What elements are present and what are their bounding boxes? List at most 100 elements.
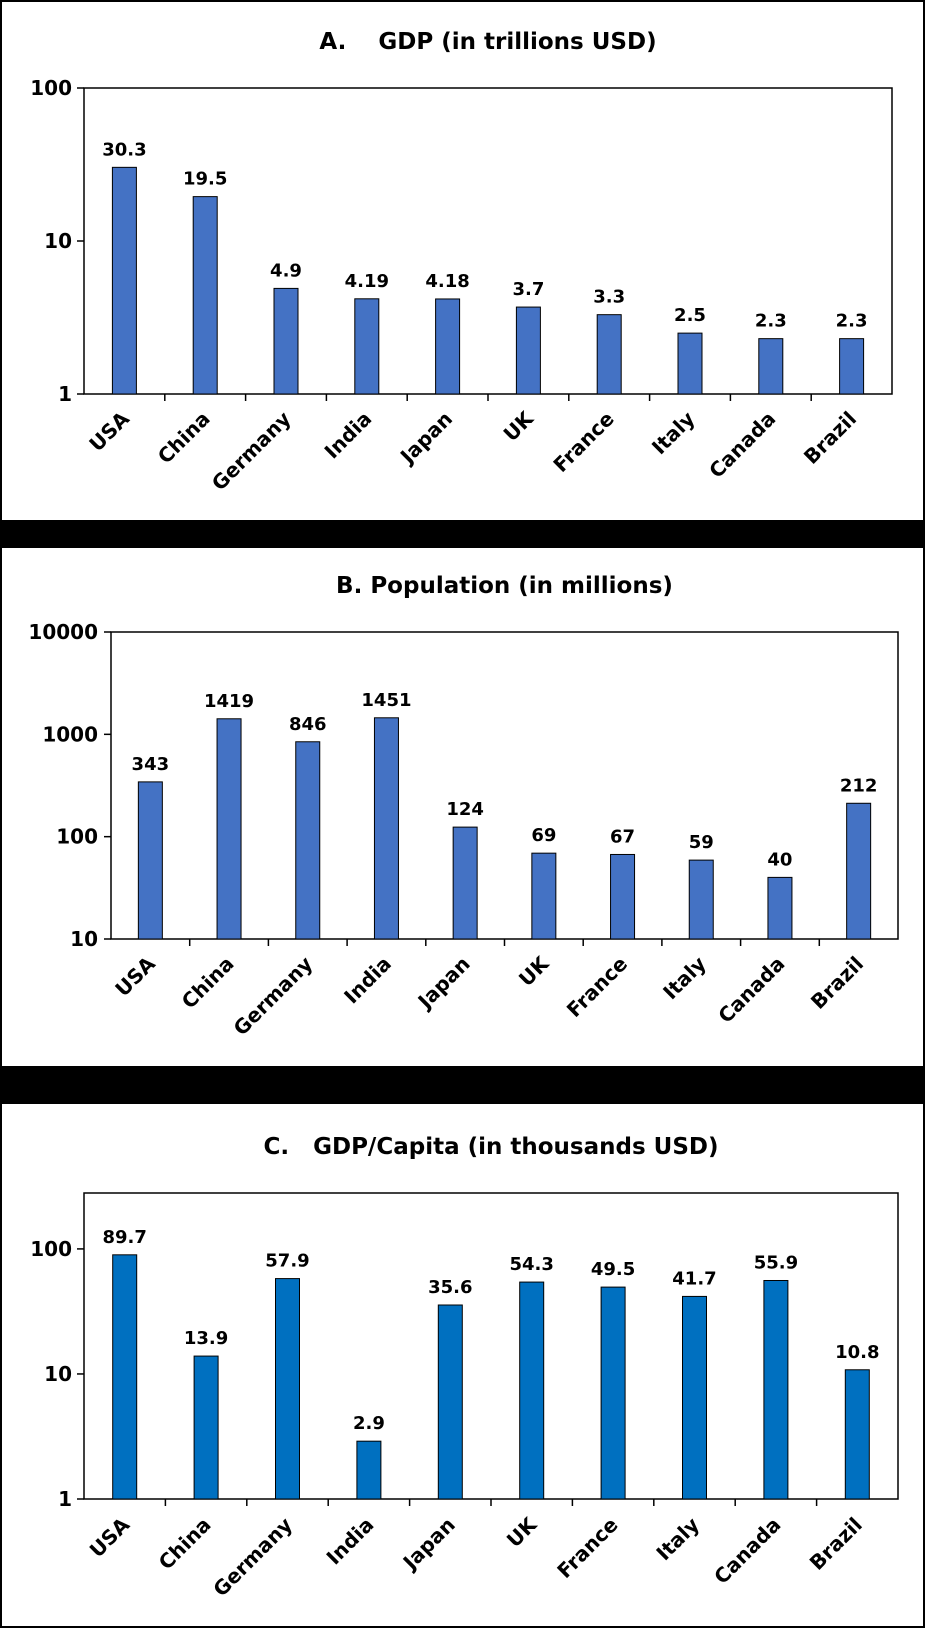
category-label-canada: Canada	[704, 407, 780, 483]
data-label-germany: 846	[289, 714, 327, 735]
data-label-france: 67	[610, 826, 635, 847]
bar-japan	[435, 298, 461, 395]
bar-usa	[111, 166, 137, 395]
category-label-india: India	[320, 407, 377, 464]
chart-population: B. Population (in millions) 10 100 1000 1000…	[28, 573, 899, 1041]
bar-japan	[437, 1304, 463, 1500]
bar-italy	[688, 859, 714, 940]
bar-uk	[531, 852, 557, 940]
category-label-china: China	[177, 952, 239, 1014]
bar-germany	[273, 287, 299, 395]
category-label-italy: Italy	[651, 1513, 704, 1566]
category-label-france: France	[552, 1513, 622, 1583]
data-label-china: 13.9	[184, 1328, 228, 1349]
category-label-germany: Germany	[207, 407, 296, 496]
data-label-canada: 40	[767, 849, 792, 870]
chart-gdp-per-capita: C. GDP/Capita (in thousands USD) 1 10 100 89…	[30, 1134, 899, 1602]
chart-title-gdp: A. GDP (in trillions USD)	[319, 29, 656, 55]
category-label-usa: USA	[110, 951, 160, 1001]
y-tick-label: 10	[70, 927, 98, 951]
bar-japan	[452, 826, 478, 940]
data-label-india: 1451	[361, 690, 411, 711]
bar-usa	[137, 781, 163, 940]
bar-china	[193, 1355, 219, 1500]
data-label-italy: 59	[689, 832, 714, 853]
bar-usa	[112, 1254, 138, 1500]
bar-india	[354, 298, 380, 395]
data-label-india: 2.9	[353, 1413, 385, 1434]
bar-canada	[767, 876, 793, 940]
panel-gdp-per-capita: C. GDP/Capita (in thousands USD) 1 10 100 89…	[2, 1104, 923, 1626]
category-label-japan: Japan	[412, 952, 475, 1015]
data-label-usa: 343	[132, 754, 170, 775]
category-label-italy: Italy	[647, 407, 700, 460]
data-label-india: 4.19	[345, 271, 389, 292]
data-label-uk: 54.3	[509, 1254, 553, 1275]
category-label-uk: UK	[502, 1512, 542, 1552]
data-label-brazil: 10.8	[835, 1342, 879, 1363]
bar-uk	[519, 1281, 545, 1500]
chart-title-population: B. Population (in millions)	[336, 573, 673, 599]
bar-canada	[763, 1279, 789, 1500]
data-label-brazil: 2.3	[836, 311, 868, 332]
data-label-japan: 124	[446, 799, 484, 820]
bar-brazil	[844, 1369, 870, 1500]
chart-title-gdp-per-capita: C. GDP/Capita (in thousands USD)	[263, 1134, 718, 1160]
bar-china	[192, 196, 218, 395]
y-tick-label: 10000	[28, 620, 98, 644]
category-label-japan: Japan	[397, 1513, 460, 1576]
bar-india	[356, 1440, 382, 1500]
data-label-china: 19.5	[183, 169, 227, 190]
category-label-china: China	[153, 407, 215, 469]
bar-france	[610, 853, 636, 940]
bar-china	[216, 718, 242, 940]
y-tick-label: 1000	[42, 722, 98, 746]
bar-italy	[677, 332, 703, 395]
data-label-brazil: 212	[840, 775, 878, 796]
category-label-germany: Germany	[208, 1513, 297, 1602]
category-label-uk: UK	[514, 951, 554, 991]
chart-gdp: A. GDP (in trillions USD) 1 10 100 30.3 USA 19…	[30, 29, 893, 496]
category-label-france: France	[562, 952, 632, 1022]
data-label-china: 1419	[204, 691, 254, 712]
data-label-japan: 4.18	[425, 271, 469, 292]
panel-gdp: A. GDP (in trillions USD) 1 10 100 30.3 USA 19…	[2, 2, 923, 520]
data-label-usa: 89.7	[102, 1227, 146, 1248]
bar-germany	[275, 1278, 300, 1500]
category-label-france: France	[548, 407, 618, 477]
category-label-brazil: Brazil	[806, 952, 868, 1014]
bar-france	[596, 314, 622, 395]
category-label-usa: USA	[84, 406, 134, 456]
y-tick-label: 1	[58, 382, 72, 406]
bar-france	[600, 1286, 626, 1500]
category-label-canada: Canada	[709, 1513, 785, 1589]
category-label-brazil: Brazil	[805, 1513, 867, 1575]
bar-india	[373, 717, 399, 940]
bar-brazil	[839, 338, 865, 395]
panel-population: B. Population (in millions) 10 100 1000 1000…	[2, 548, 923, 1066]
y-tick-label: 100	[56, 825, 98, 849]
category-label-japan: Japan	[394, 407, 457, 470]
category-label-germany: Germany	[229, 952, 318, 1041]
category-label-usa: USA	[85, 1512, 135, 1562]
category-label-india: India	[322, 1513, 379, 1570]
category-label-italy: Italy	[658, 952, 711, 1005]
data-label-canada: 2.3	[755, 311, 787, 332]
category-label-uk: UK	[499, 406, 539, 446]
data-label-germany: 57.9	[265, 1251, 309, 1272]
y-tick-label: 10	[44, 1362, 72, 1386]
data-label-canada: 55.9	[754, 1252, 798, 1273]
data-label-japan: 35.6	[428, 1277, 472, 1298]
data-label-uk: 69	[531, 825, 556, 846]
bar-germany	[295, 741, 321, 940]
data-label-italy: 41.7	[672, 1268, 716, 1289]
bar-uk	[515, 306, 541, 395]
category-label-india: India	[339, 952, 396, 1009]
data-label-uk: 3.7	[512, 279, 544, 300]
bar-italy	[682, 1295, 707, 1500]
y-tick-label: 100	[30, 1237, 72, 1261]
bar-canada	[758, 338, 784, 395]
data-label-france: 49.5	[591, 1259, 635, 1280]
bar-brazil	[846, 802, 872, 940]
y-tick-label: 100	[30, 76, 72, 100]
